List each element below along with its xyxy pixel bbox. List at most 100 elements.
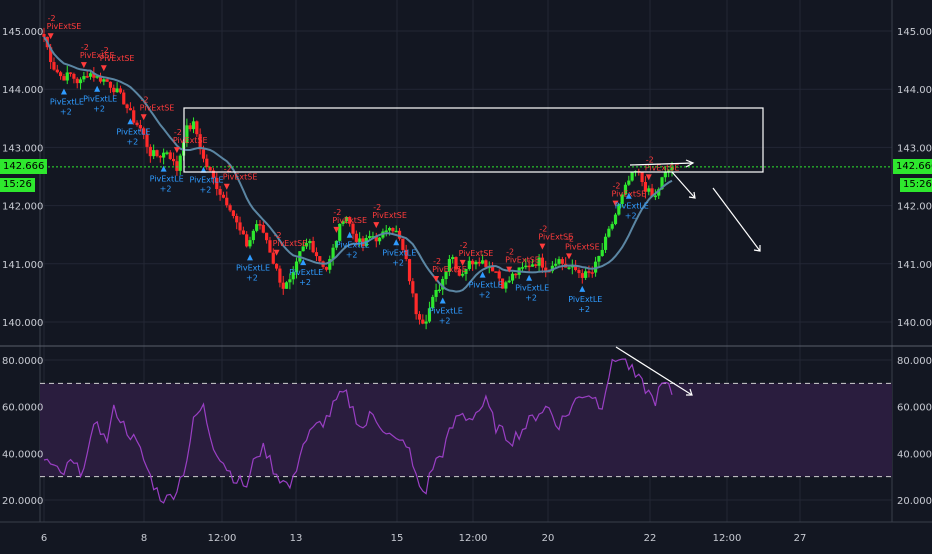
candle[interactable] <box>165 150 169 156</box>
candle[interactable] <box>261 221 265 234</box>
candle[interactable] <box>427 301 432 324</box>
candle[interactable] <box>377 236 382 245</box>
drawings-layer[interactable] <box>183 107 764 396</box>
candle[interactable] <box>324 266 329 272</box>
candle[interactable] <box>657 187 661 199</box>
candle[interactable] <box>125 103 129 114</box>
candle[interactable] <box>560 256 564 271</box>
candle[interactable] <box>544 260 548 278</box>
candle[interactable] <box>59 70 63 80</box>
candle[interactable] <box>55 64 59 74</box>
candle[interactable] <box>235 213 239 230</box>
candle[interactable] <box>115 82 119 93</box>
candle[interactable] <box>142 126 146 140</box>
candle[interactable] <box>507 276 511 284</box>
candle[interactable] <box>248 236 252 249</box>
candle[interactable] <box>537 254 541 272</box>
candle[interactable] <box>308 238 312 250</box>
candle[interactable] <box>98 72 103 84</box>
candle[interactable] <box>241 226 245 235</box>
buy-signal[interactable]: PivExtLE+2 <box>382 239 416 267</box>
candle[interactable] <box>145 128 149 154</box>
candle[interactable] <box>208 166 212 172</box>
candle[interactable] <box>623 182 628 196</box>
candle[interactable] <box>351 221 355 240</box>
candle[interactable] <box>451 254 455 264</box>
candle[interactable] <box>554 258 558 269</box>
candle[interactable] <box>368 230 372 240</box>
candle[interactable] <box>593 256 598 277</box>
candle[interactable] <box>195 120 199 137</box>
candle[interactable] <box>251 229 255 244</box>
candle[interactable] <box>158 155 162 163</box>
candle[interactable] <box>467 256 471 271</box>
candle[interactable] <box>152 144 156 160</box>
candle[interactable] <box>205 154 209 170</box>
candle[interactable] <box>530 259 535 267</box>
candle[interactable] <box>338 223 342 242</box>
candle[interactable] <box>185 118 189 147</box>
candle[interactable] <box>318 256 322 264</box>
candle[interactable] <box>112 84 116 97</box>
candle[interactable] <box>510 271 515 284</box>
candle[interactable] <box>155 149 159 158</box>
candle[interactable] <box>517 267 521 279</box>
candle[interactable] <box>238 216 242 235</box>
candle[interactable] <box>497 269 501 286</box>
candle[interactable] <box>411 278 415 298</box>
candle[interactable] <box>477 257 481 267</box>
candle[interactable] <box>331 243 335 266</box>
candle[interactable] <box>62 73 66 81</box>
candle[interactable] <box>437 283 442 293</box>
candlestick-series[interactable] <box>42 27 674 330</box>
candle[interactable] <box>65 65 69 85</box>
candle[interactable] <box>417 311 422 325</box>
price-axis[interactable]: 145.000 145.000 144.000 144.000 143.000 143.0… <box>2 27 932 329</box>
rsi-divergence-arrow[interactable] <box>615 346 693 396</box>
candle[interactable] <box>314 247 319 262</box>
candle[interactable] <box>471 259 475 271</box>
candle[interactable] <box>414 293 418 320</box>
candle[interactable] <box>613 212 618 226</box>
candle[interactable] <box>444 270 448 285</box>
candle[interactable] <box>75 77 79 89</box>
candle[interactable] <box>191 117 196 134</box>
candle[interactable] <box>221 191 226 199</box>
candle[interactable] <box>520 262 525 273</box>
candle[interactable] <box>122 89 126 105</box>
candle[interactable] <box>215 172 219 196</box>
candle[interactable] <box>457 266 461 277</box>
candle[interactable] <box>627 175 631 186</box>
rsi-line[interactable] <box>43 358 673 504</box>
candle[interactable] <box>597 255 601 268</box>
candle[interactable] <box>68 72 73 77</box>
candle[interactable] <box>278 265 282 288</box>
time-axis[interactable]: 6 8 12:00 13 15 12:00 20 22 12:00 27 <box>41 533 807 544</box>
candle[interactable] <box>504 280 508 293</box>
candle[interactable] <box>85 70 89 79</box>
candle[interactable] <box>198 128 202 155</box>
candle[interactable] <box>633 170 638 177</box>
candle[interactable] <box>584 267 588 280</box>
candle[interactable] <box>407 258 412 285</box>
candle[interactable] <box>341 220 345 227</box>
candle[interactable] <box>294 257 299 279</box>
candle[interactable] <box>271 248 275 265</box>
candle[interactable] <box>304 238 309 250</box>
candle[interactable] <box>291 266 295 285</box>
candle[interactable] <box>607 226 611 238</box>
candle[interactable] <box>494 271 498 273</box>
candle[interactable] <box>344 216 348 224</box>
candle[interactable] <box>135 120 139 127</box>
candle[interactable] <box>540 253 545 273</box>
candle[interactable] <box>301 242 305 252</box>
candle[interactable] <box>218 185 222 201</box>
candle[interactable] <box>311 236 315 254</box>
